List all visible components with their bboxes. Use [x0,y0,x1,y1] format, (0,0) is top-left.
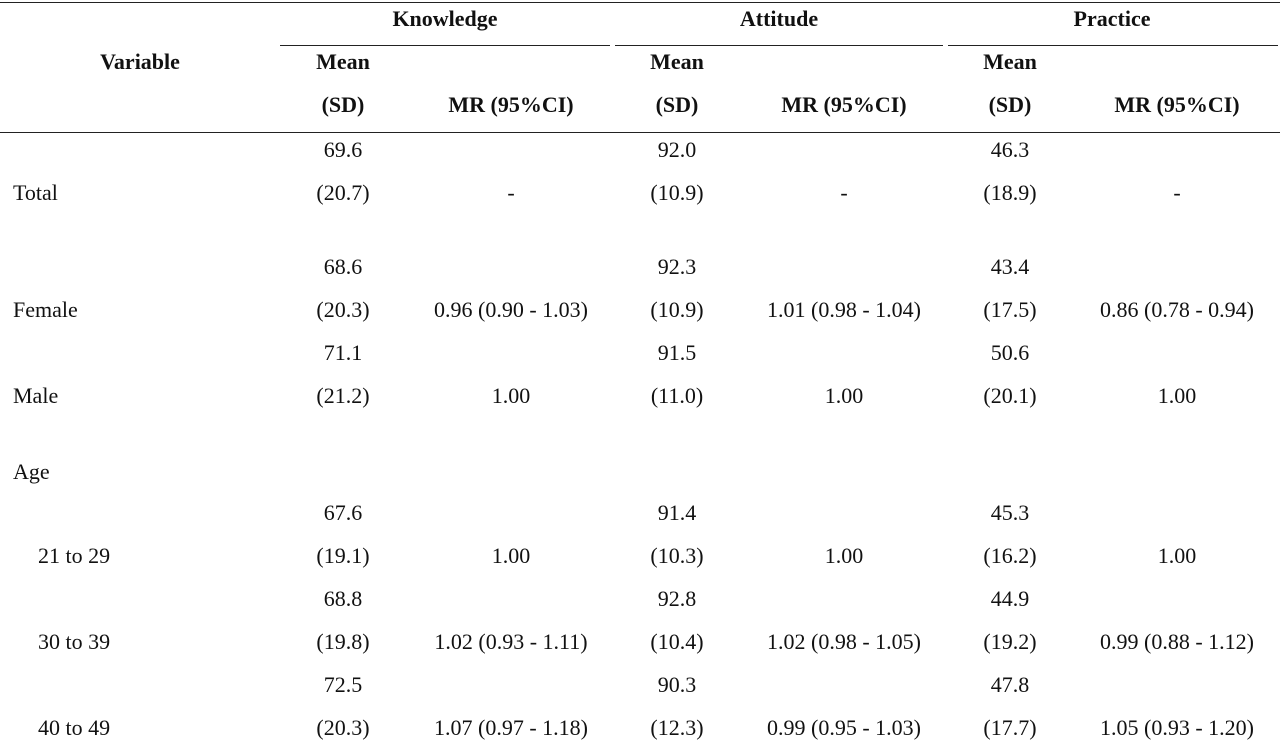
group-header-practice: Practice [1073,6,1151,31]
variable-header: Variable [100,49,180,74]
sd-value: (20.1) [983,383,1037,408]
sd-header: (SD) [655,92,699,117]
row-label: Age [13,459,50,484]
sd-value: (19.8) [316,629,370,654]
mean-value: 43.4 [990,254,1030,279]
sd-value: (10.9) [650,180,704,205]
mr-value: - [507,180,515,205]
top-rule [0,2,1280,3]
row-label: Male [13,383,59,408]
mean-value: 71.1 [323,340,363,365]
mean-value: 90.3 [657,672,697,697]
sd-value: (10.3) [650,543,704,568]
mr-value: 1.00 [824,383,864,408]
group-header-attitude: Attitude [739,6,819,31]
row-label: Total [13,180,58,205]
group-rule-1 [615,45,943,46]
mean-value: 47.8 [990,672,1030,697]
mr-value: 1.01 (0.98 - 1.04) [767,297,921,322]
mr-value: 1.00 [1157,383,1197,408]
mr-value: 0.86 (0.78 - 0.94) [1100,297,1254,322]
group-header-knowledge: Knowledge [392,6,498,31]
mean-value: 67.6 [323,500,363,525]
mr-value: 1.05 (0.93 - 1.20) [1100,715,1254,740]
mean-value: 44.9 [990,586,1030,611]
mr-value: 1.02 (0.93 - 1.11) [434,629,588,654]
group-rule-0 [280,45,610,46]
mr-value: - [840,180,848,205]
row-label: 30 to 39 [38,629,111,654]
header-rule [0,132,1280,133]
mr-header: MR (95%CI) [781,92,907,117]
mean-value: 50.6 [990,340,1030,365]
mr-header: MR (95%CI) [448,92,574,117]
mr-header: MR (95%CI) [1114,92,1240,117]
sd-value: (11.0) [650,383,704,408]
sd-value: (17.5) [983,297,1037,322]
mr-value: 0.99 (0.95 - 1.03) [767,715,921,740]
row-label: 40 to 49 [38,715,111,740]
sd-value: (20.3) [316,297,370,322]
mr-value: 1.00 [491,543,531,568]
mean-value: 92.3 [657,254,697,279]
mr-value: 1.00 [1157,543,1197,568]
mean-header: Mean [983,49,1037,74]
mean-value: 68.6 [323,254,363,279]
mean-value: 92.8 [657,586,697,611]
sd-value: (17.7) [983,715,1037,740]
sd-value: (10.4) [650,629,704,654]
mean-header: Mean [316,49,370,74]
mean-value: 92.0 [657,137,697,162]
sd-value: (16.2) [983,543,1037,568]
sd-header: (SD) [321,92,365,117]
sd-header: (SD) [988,92,1032,117]
mean-value: 91.5 [657,340,697,365]
group-rule-2 [948,45,1278,46]
sd-value: (19.2) [983,629,1037,654]
mean-value: 69.6 [323,137,363,162]
mr-value: 1.07 (0.97 - 1.18) [434,715,588,740]
row-label: Female [13,297,78,322]
mr-value: 1.00 [491,383,531,408]
mean-value: 68.8 [323,586,363,611]
mean-value: 45.3 [990,500,1030,525]
mean-header: Mean [650,49,704,74]
mr-value: 0.96 (0.90 - 1.03) [434,297,588,322]
sd-value: (20.7) [316,180,370,205]
sd-value: (20.3) [316,715,370,740]
row-label: 21 to 29 [38,543,111,568]
mean-value: 72.5 [323,672,363,697]
sd-value: (10.9) [650,297,704,322]
sd-value: (19.1) [316,543,370,568]
mr-value: - [1173,180,1181,205]
mean-value: 91.4 [657,500,697,525]
sd-value: (18.9) [983,180,1037,205]
mr-value: 1.02 (0.98 - 1.05) [767,629,921,654]
sd-value: (21.2) [316,383,370,408]
sd-value: (12.3) [650,715,704,740]
mr-value: 1.00 [824,543,864,568]
mean-value: 46.3 [990,137,1030,162]
mr-value: 0.99 (0.88 - 1.12) [1100,629,1254,654]
